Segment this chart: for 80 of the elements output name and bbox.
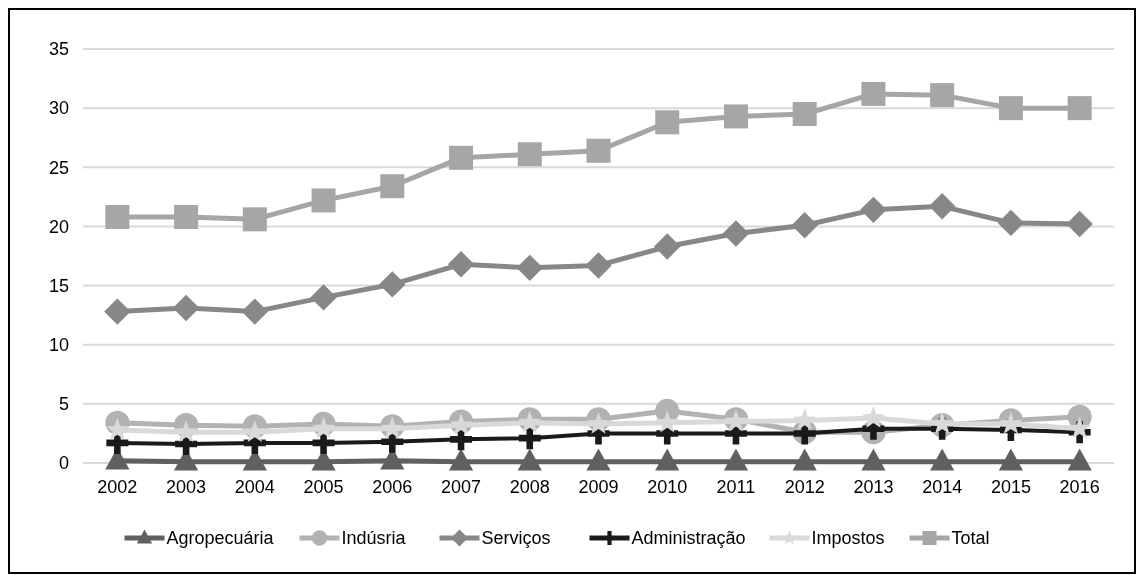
x-tick-label: 2011 [716,477,756,497]
y-tick-label: 35 [48,39,69,60]
x-tick-label: 2003 [166,477,207,497]
point [380,174,405,199]
point [516,254,543,282]
x-tick-label: 2014 [922,477,963,497]
legend-label: Indúsria [341,528,407,549]
point [174,204,199,229]
y-tick-label: 5 [58,394,69,415]
point [861,405,885,428]
x-tick-label: 2006 [372,477,413,497]
legend-label: Administração [631,528,746,549]
point [792,102,817,127]
x-tick-label: 2005 [303,477,344,497]
point [791,212,818,239]
point [172,294,200,322]
point [655,410,679,433]
point [723,448,749,471]
point [517,448,542,471]
point [105,204,130,229]
y-tick-label: 30 [48,98,69,119]
legend-label: Agropecuária [166,528,275,549]
point [1067,448,1092,471]
point [241,298,269,325]
point [998,448,1023,471]
point [517,142,542,167]
point [586,448,611,471]
x-tick-label: 2002 [97,477,138,497]
point [242,207,267,232]
point [312,431,335,454]
point [104,298,131,325]
point [174,420,198,443]
point [655,448,680,471]
point [585,252,612,279]
legend-label: Total [951,528,990,549]
point [447,251,475,278]
point [518,427,541,450]
point [586,138,611,163]
point [1068,416,1092,439]
point [654,233,681,260]
legend-label: Serviços [481,528,551,549]
point [379,271,406,298]
x-tick-label: 2015 [990,477,1031,497]
point [450,428,473,451]
x-tick-label: 2008 [509,477,550,497]
x-tick-label: 2016 [1059,477,1100,497]
point [243,420,267,443]
point [1067,96,1092,121]
point [793,408,817,431]
point [311,188,336,213]
point [1066,210,1093,238]
legend-label: Impostos [811,528,885,549]
y-tick-label: 0 [58,453,69,474]
point [928,193,956,220]
point [998,96,1023,121]
x-tick-label: 2004 [234,477,275,497]
x-tick-label: 2007 [441,477,482,497]
y-tick-label: 20 [48,216,69,237]
x-tick-label: 2010 [647,477,688,497]
point [997,209,1025,237]
y-tick-label: 10 [48,335,69,356]
point [312,416,336,439]
point [792,448,817,471]
x-tick-label: 2009 [578,477,619,497]
point [930,83,955,108]
point [448,448,474,471]
point [861,448,886,471]
point [930,448,955,471]
point [449,145,474,170]
point [310,284,337,311]
x-tick-label: 2013 [853,477,894,497]
y-tick-label: 25 [48,157,69,178]
point [105,417,129,440]
point [723,104,748,129]
point [655,110,680,135]
y-tick-label: 15 [48,275,69,296]
point [861,81,886,106]
point [722,220,750,247]
point [860,196,887,224]
x-tick-label: 2012 [784,477,825,497]
